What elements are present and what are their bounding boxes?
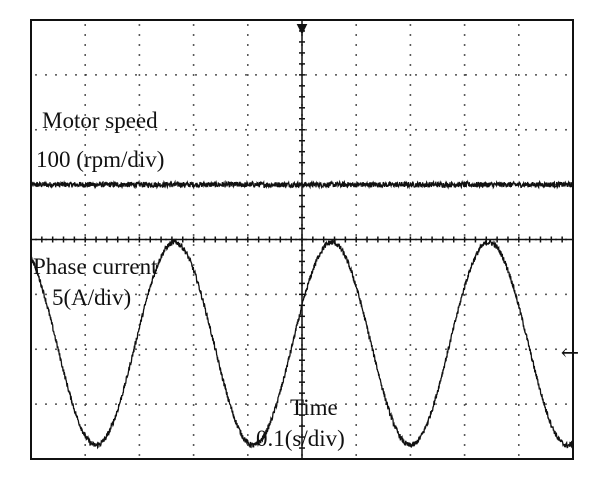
- center-axes: [31, 20, 573, 459]
- annotation-time-scale: 0.1(s/div): [256, 426, 345, 451]
- annotation-motor-speed: Motor speed: [42, 108, 158, 133]
- series-phase-current-trace: [30, 238, 574, 450]
- annotation-phase-current: Phase current: [33, 254, 158, 279]
- trigger-marker: ▼: [297, 21, 308, 37]
- level-marker: ←: [561, 341, 579, 366]
- series-motor-speed-trace: [30, 179, 574, 190]
- annotation-time: Time: [290, 395, 338, 420]
- annotation-current-scale: 5(A/div): [52, 285, 131, 310]
- traces: [30, 179, 574, 450]
- annotation-speed-scale: 100 (rpm/div): [36, 147, 164, 172]
